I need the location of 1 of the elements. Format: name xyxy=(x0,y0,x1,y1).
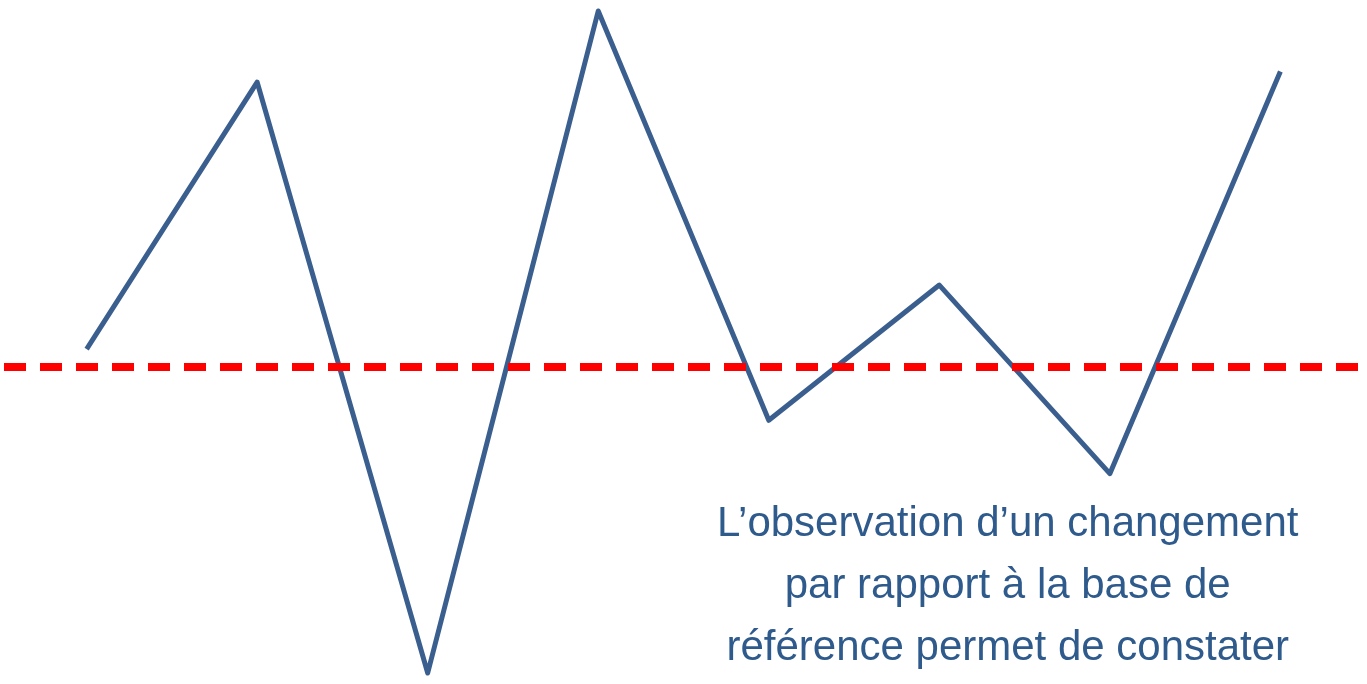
annotation: L’observation d’un changement par rapport à la base de référence permet de constater xyxy=(717,498,1299,670)
